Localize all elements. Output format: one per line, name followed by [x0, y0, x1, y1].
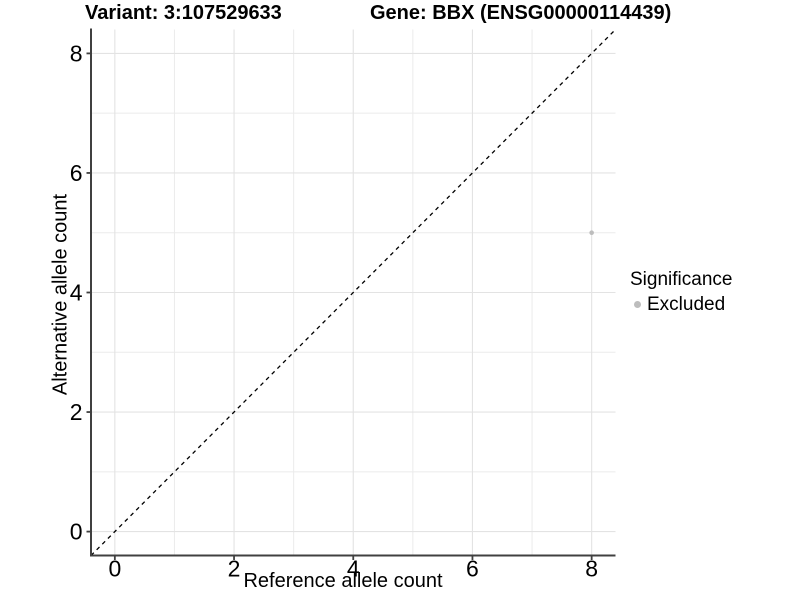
legend: Significance Excluded [630, 268, 732, 317]
gridlines-major [91, 29, 616, 556]
svg-text:4: 4 [70, 280, 83, 306]
identity-dashed-line [90, 29, 616, 556]
svg-text:6: 6 [70, 160, 83, 186]
point-key-icon [634, 301, 641, 309]
tick-labels: 0 2 4 6 8 0 2 4 6 8 [70, 40, 598, 581]
y-axis-title: Alternative allele count [49, 193, 72, 396]
svg-text:8: 8 [585, 556, 598, 582]
svg-text:8: 8 [70, 40, 83, 66]
data-point [589, 230, 594, 236]
legend-item-excluded: Excluded [634, 293, 732, 317]
data-points [589, 230, 594, 236]
svg-text:4: 4 [347, 556, 360, 582]
variant-title: Variant: 3:107529633 [85, 2, 282, 24]
gene-title: Gene: BBX (ENSG00000114439) [370, 2, 672, 24]
svg-text:0: 0 [108, 556, 121, 582]
svg-text:2: 2 [228, 556, 241, 582]
svg-text:2: 2 [70, 399, 83, 425]
legend-title: Significance [630, 269, 733, 290]
x-axis-title: Reference allele count [243, 570, 443, 592]
svg-text:0: 0 [70, 519, 83, 545]
svg-text:6: 6 [466, 556, 479, 582]
legend-item-label: Excluded [647, 293, 726, 315]
axis-ticks [86, 52, 593, 560]
